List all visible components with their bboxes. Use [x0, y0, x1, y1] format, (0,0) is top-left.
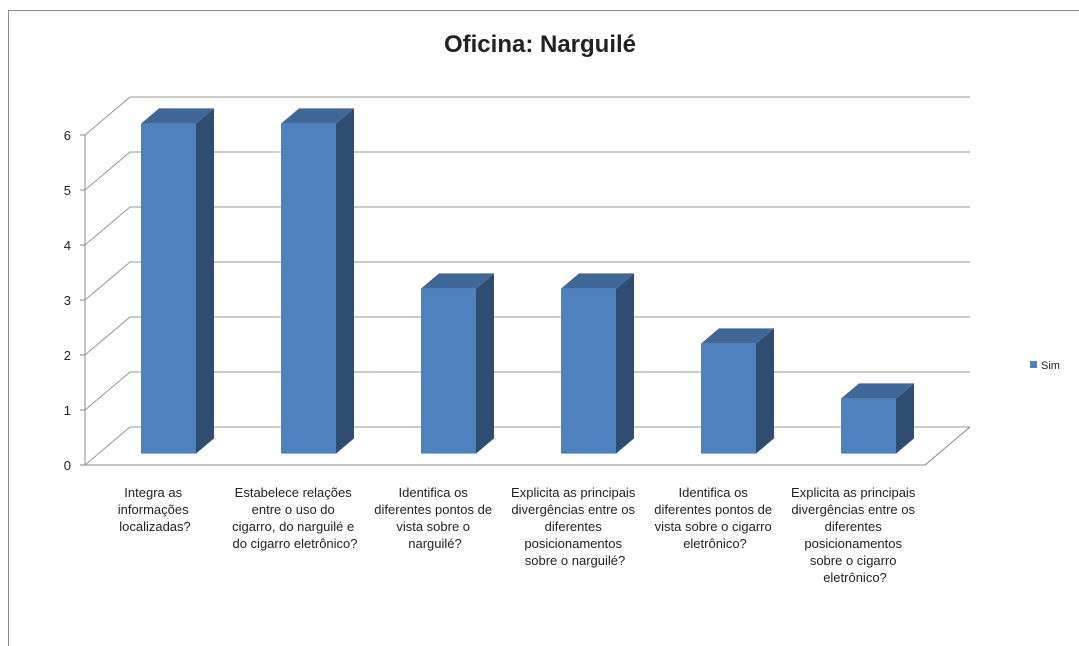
x-tick-label: Identifica os diferentes pontos de vista… [374, 485, 495, 551]
y-tick-label: 0 [64, 458, 71, 473]
bar [561, 273, 634, 454]
x-tick-label: Identifica os diferentes pontos de vista… [654, 485, 775, 551]
label-line: posicionamentos [524, 536, 625, 551]
label-line: eletrônico? [823, 570, 887, 585]
label-line: entre o uso do [252, 502, 339, 517]
bar [421, 273, 494, 454]
y-tick-label: 2 [64, 348, 71, 363]
bar-side [196, 108, 214, 454]
label-line: Estabelece relações [235, 485, 356, 500]
bar-top [561, 273, 634, 289]
label-line: diferentes pontos de [654, 502, 775, 517]
bar-front [561, 288, 616, 454]
label-line: localizadas? [119, 519, 191, 534]
floor-edge [924, 426, 971, 466]
x-tick-label: Estabelece relações entre o uso do cigar… [232, 485, 358, 551]
bar-front [281, 123, 336, 454]
label-line: informações [118, 502, 192, 517]
bar-side [616, 273, 634, 454]
bar-side [476, 273, 494, 454]
grid-line [84, 426, 970, 466]
grid-line [84, 316, 970, 356]
label-line: Explicita as principais [511, 485, 639, 500]
bar [281, 108, 354, 454]
label-line: vista sobre o cigarro [655, 519, 776, 534]
label-line: Identifica os [679, 485, 752, 500]
x-tick-label: Explicita as principais divergências ent… [511, 485, 639, 568]
bar [141, 108, 214, 454]
bar-side [756, 328, 774, 454]
label-line: Integra as [124, 485, 185, 500]
bar-top [141, 108, 214, 124]
grid-line [84, 151, 970, 191]
bar-front [701, 343, 756, 454]
label-line: diferentes [545, 519, 606, 534]
label-line: narguilé? [408, 536, 462, 551]
legend-label: Sim [1041, 360, 1060, 372]
bar-front [141, 123, 196, 454]
grid-line [84, 261, 970, 301]
label-line: eletrônico? [683, 536, 747, 551]
legend-swatch [1030, 361, 1037, 368]
grid-line [84, 206, 970, 246]
y-tick-label: 5 [64, 183, 71, 198]
y-tick-label: 1 [64, 403, 71, 418]
bar-front [421, 288, 476, 454]
bar-side [896, 383, 914, 454]
label-line: do cigarro eletrônico? [232, 536, 357, 551]
label-line: Explicita as principais [791, 485, 919, 500]
label-line: posicionamentos [804, 536, 905, 551]
y-tick-label: 6 [64, 128, 71, 143]
label-line: cigarro, do narguilé e [232, 519, 358, 534]
label-line: sobre o cigarro [810, 553, 900, 568]
x-tick-label: Explicita as principais divergências ent… [791, 485, 919, 585]
label-line: diferentes [825, 519, 886, 534]
label-line: vista sobre o [396, 519, 473, 534]
label-line: Identifica os [399, 485, 472, 500]
bar-top [701, 328, 774, 344]
bar-top [281, 108, 354, 124]
label-line: diferentes pontos de [374, 502, 495, 517]
label-line: divergências entre os [791, 502, 918, 517]
label-line: sobre o narguilé? [525, 553, 625, 568]
bar [701, 328, 774, 454]
grid-line [84, 371, 970, 411]
y-tick-label: 4 [64, 238, 71, 253]
bar [841, 383, 914, 454]
label-line: divergências entre os [511, 502, 638, 517]
bar-front [841, 398, 896, 454]
x-tick-label: Integra as informações localizadas? [118, 485, 192, 534]
bar-top [841, 383, 914, 399]
grid-line [84, 96, 970, 136]
chart-title: Oficina: Narguilé [444, 31, 636, 58]
bar-side [336, 108, 354, 454]
bar-top [421, 273, 494, 289]
y-tick-label: 3 [64, 293, 71, 308]
